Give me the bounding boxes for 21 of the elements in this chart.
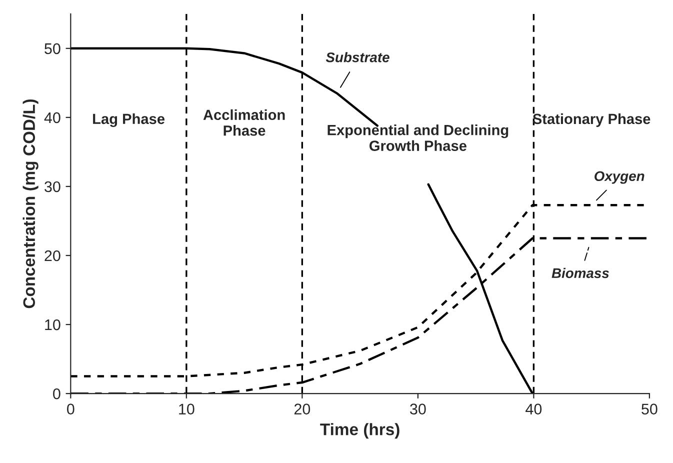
y-tick-label: 20 bbox=[44, 250, 60, 262]
annotation: Exponential and Declining Growth Phase bbox=[328, 124, 508, 151]
x-tick-label: 0 bbox=[67, 404, 74, 414]
y-tick-label: 30 bbox=[44, 181, 60, 192]
x-tick-label: 30 bbox=[410, 404, 426, 414]
y-tick-label: 10 bbox=[45, 319, 60, 330]
x-tick-label: 20 bbox=[294, 404, 310, 414]
x-tick-label: 40 bbox=[526, 404, 542, 414]
x-tick-label: 50 bbox=[642, 404, 658, 414]
annotation: Stationary Phase bbox=[532, 113, 650, 127]
y-tick-label: 40 bbox=[44, 112, 60, 124]
x-tick-label: 10 bbox=[179, 404, 194, 414]
y-axis-title: Concentration (mg COD/L) bbox=[22, 99, 38, 308]
y-tick-label: 0 bbox=[53, 388, 60, 400]
x-axis-title: Time (hrs) bbox=[320, 423, 400, 439]
series-label: Substrate bbox=[326, 52, 390, 62]
annotation: Lag Phase bbox=[93, 113, 165, 128]
series-label: Oxygen bbox=[594, 171, 644, 184]
legend-label: Biomass bbox=[552, 268, 609, 278]
annotation: Acclimation Phase bbox=[203, 109, 285, 136]
y-tick-label: 50 bbox=[44, 43, 60, 54]
